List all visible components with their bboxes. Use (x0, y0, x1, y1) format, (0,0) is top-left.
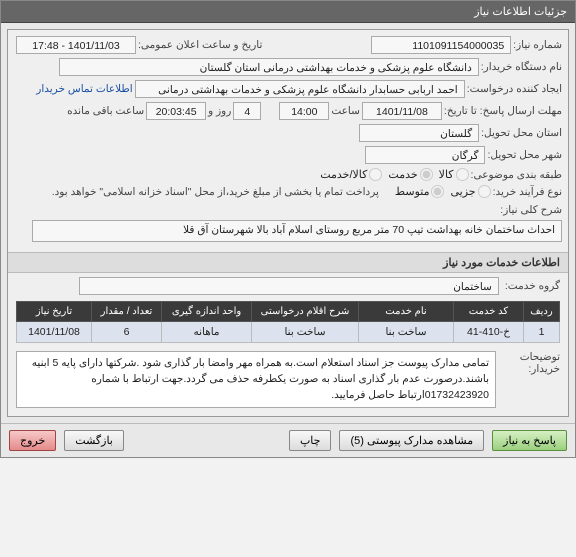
label-buy-type: نوع فرآیند خرید: (493, 186, 562, 198)
details-panel: جزئیات اطلاعات نیاز شماره نیاز: 11010911… (0, 0, 576, 458)
th-name: نام خدمت (359, 302, 454, 322)
label-remaining: ساعت باقی مانده (67, 105, 144, 117)
th-code: کد خدمت (454, 302, 524, 322)
label-deadline: مهلت ارسال پاسخ: تا تاریخ: (444, 105, 562, 117)
radio-motavaset-label: متوسط (395, 185, 430, 198)
purchase-note: پرداخت تمام یا بخشی از مبلغ خرید،از محل … (52, 186, 379, 198)
label-need-desc: شرح کلی نیاز: (500, 204, 562, 216)
td-row: 1 (524, 322, 560, 343)
td-date: 1401/11/08 (17, 322, 92, 343)
label-subject-class: طبقه بندی موضوعی: (471, 169, 562, 181)
label-requester: ایجاد کننده درخواست: (467, 83, 562, 95)
label-buyer-notes: توضیحات خریدار: (500, 351, 560, 408)
value-buyer-notes: تمامی مدارک پیوست جز اسناد استعلام است.ب… (16, 351, 496, 408)
back-button[interactable]: بازگشت (64, 430, 124, 451)
label-public-datetime: تاریخ و ساعت اعلان عمومی: (138, 39, 262, 51)
value-buyer-org: دانشگاه علوم پزشکی و خدمات بهداشتی درمان… (59, 58, 479, 76)
respond-button[interactable]: پاسخ به نیاز (492, 430, 567, 451)
buy-type-radios: جزیی متوسط (395, 185, 491, 198)
radio-kala-khadmat-input (369, 168, 382, 181)
value-province: گلستان (359, 124, 479, 142)
td-qty: 6 (92, 322, 162, 343)
th-desc: شرح اقلام درخواستی (252, 302, 359, 322)
value-deadline-date: 1401/11/08 (362, 102, 442, 120)
th-date: تاریخ نیاز (17, 302, 92, 322)
radio-khadmat-label: خدمت (388, 168, 417, 181)
label-buyer-org: نام دستگاه خریدار: (481, 61, 562, 73)
subject-class-radios: کالا خدمت کالا/خدمت (320, 168, 468, 181)
value-requester: احمد اربابی حسابدار دانشگاه علوم پزشکی و… (135, 80, 465, 98)
radio-jozi-input (478, 185, 491, 198)
label-need-no: شماره نیاز: (513, 39, 562, 51)
radio-khadmat-input (420, 168, 433, 181)
main-section: شماره نیاز: 1101091154000035 تاریخ و ساع… (7, 29, 569, 417)
td-unit: ماهانه (162, 322, 252, 343)
td-name: ساخت بنا (359, 322, 454, 343)
th-unit: واحد اندازه گیری (162, 302, 252, 322)
radio-jozi[interactable]: جزیی (450, 185, 490, 198)
value-public-datetime: 1401/11/03 - 17:48 (16, 36, 136, 54)
services-table: ردیف کد خدمت نام خدمت شرح اقلام درخواستی… (16, 301, 560, 343)
exit-button[interactable]: خروج (9, 430, 56, 451)
attachments-button[interactable]: مشاهده مدارک پیوستی (5) (339, 430, 484, 451)
radio-motavaset[interactable]: متوسط (395, 185, 445, 198)
value-remaining-time: 20:03:45 (146, 102, 206, 120)
print-button[interactable]: چاپ (289, 430, 332, 451)
contact-info-link[interactable]: اطلاعات تماس خریدار (36, 83, 132, 95)
label-day-and: روز و (208, 105, 231, 117)
radio-kala-input (456, 168, 469, 181)
table-row[interactable]: 1 خ-410-41 ساخت بنا ساخت بنا ماهانه 6 14… (17, 322, 560, 343)
value-deadline-time: 14:00 (279, 102, 329, 120)
th-qty: تعداد / مقدار (92, 302, 162, 322)
panel-title: جزئیات اطلاعات نیاز (1, 1, 575, 23)
td-desc: ساخت بنا (252, 322, 359, 343)
label-service-group: گروه خدمت: (505, 280, 560, 292)
value-days: 4 (233, 102, 261, 120)
radio-motavaset-input (431, 185, 444, 198)
radio-kala[interactable]: کالا (439, 168, 469, 181)
label-city: شهر محل تحویل: (487, 149, 562, 161)
value-city: گرگان (365, 146, 485, 164)
table-header-row: ردیف کد خدمت نام خدمت شرح اقلام درخواستی… (17, 302, 560, 322)
radio-kala-khadmat[interactable]: کالا/خدمت (320, 168, 382, 181)
radio-kala-khadmat-label: کالا/خدمت (320, 168, 367, 181)
radio-kala-label: کالا (439, 168, 454, 181)
th-row: ردیف (524, 302, 560, 322)
services-info-header: اطلاعات خدمات مورد نیاز (8, 252, 568, 273)
value-need-no: 1101091154000035 (371, 36, 511, 54)
label-province: استان محل تحویل: (481, 127, 562, 139)
bottom-toolbar: پاسخ به نیاز مشاهده مدارک پیوستی (5) چاپ… (1, 423, 575, 457)
radio-khadmat[interactable]: خدمت (388, 168, 432, 181)
label-hour-1: ساعت (331, 105, 360, 117)
radio-jozi-label: جزیی (450, 185, 475, 198)
td-code: خ-410-41 (454, 322, 524, 343)
value-service-group: ساختمان (79, 277, 499, 295)
value-need-desc: احداث ساختمان خانه بهداشت تیپ 70 متر مرب… (32, 220, 562, 242)
